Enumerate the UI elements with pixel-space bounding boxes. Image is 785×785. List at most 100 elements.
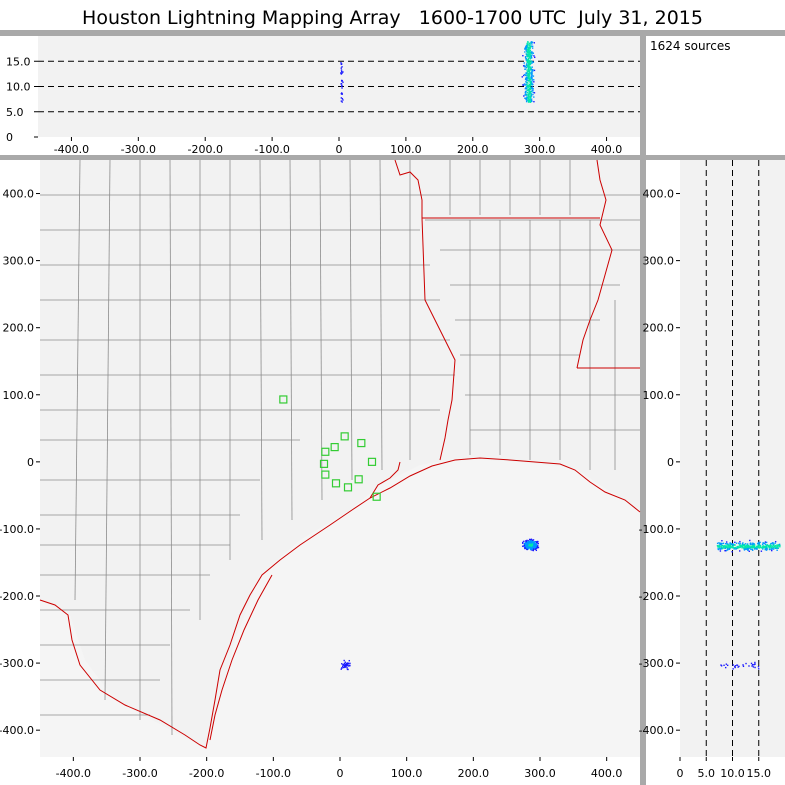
yz-source-point [722, 542, 725, 545]
yz-source-point [738, 546, 741, 549]
map-y-tick-label: -400.0 [0, 724, 34, 737]
xz-x-tick-label: -200.0 [187, 143, 222, 156]
xz-source-point [528, 50, 531, 52]
yz-source-point [739, 542, 741, 545]
yz-source-point [779, 545, 781, 547]
mississippi-river [576, 159, 613, 369]
xz-source-point [529, 47, 531, 50]
xz-source-point [341, 84, 343, 87]
map-source-point [531, 547, 533, 549]
xz-source-point [530, 67, 532, 70]
xz-source-point [527, 41, 529, 43]
chart-title: Houston Lightning Mapping Array 1600-170… [82, 7, 703, 29]
xz-x-tick-label: 100.0 [390, 143, 422, 156]
yz-x-tick-label: 15.0 [747, 767, 772, 780]
yz-source-point [749, 542, 751, 545]
yz-source-point [746, 549, 749, 551]
xz-source-point [528, 101, 530, 103]
yz-source-point [751, 663, 754, 666]
map-source-point [342, 663, 344, 666]
yz-source-point [737, 542, 740, 544]
yz-source-point [735, 542, 738, 544]
yz-source-point [770, 546, 773, 549]
map-source-point [529, 542, 532, 544]
map-source-point [525, 545, 527, 547]
xz-source-point [342, 99, 344, 101]
map-source-point [531, 539, 534, 541]
yz-source-point [757, 545, 759, 548]
xz-source-point [533, 69, 536, 72]
xz-source-point [533, 42, 536, 44]
yz-source-point [727, 549, 729, 551]
xz-source-point [531, 45, 534, 48]
xz-source-point [531, 83, 533, 85]
xz-source-point [525, 59, 528, 61]
yz-source-point [772, 548, 775, 550]
xz-source-point [527, 54, 529, 56]
map-source-point [345, 665, 347, 667]
xz-source-point [531, 43, 533, 45]
yz-plot-area [680, 160, 785, 757]
yz-source-point [744, 545, 746, 547]
xz-source-point [529, 63, 531, 66]
state-and-coast-lines [39, 159, 641, 749]
yz-source-point [717, 548, 720, 551]
xz-source-point [529, 97, 531, 99]
county-lines [40, 159, 640, 736]
xz-source-point [525, 50, 528, 52]
map-source-point [537, 547, 539, 549]
xz-source-point [526, 99, 528, 101]
xz-source-point [531, 62, 533, 64]
yz-source-point [749, 543, 752, 546]
lma-station-marker [331, 479, 341, 488]
map-source-point [348, 664, 351, 667]
xz-source-point [530, 42, 533, 44]
xz-source-point [523, 83, 526, 85]
yz-source-point [722, 547, 724, 549]
yz-source-point [736, 547, 739, 549]
map-source-point [537, 542, 539, 545]
xz-source-point [529, 66, 532, 68]
xz-source-point [525, 66, 527, 68]
xz-source-point [529, 81, 532, 84]
xz-x-tick-label: -400.0 [54, 143, 89, 156]
xz-source-point [530, 51, 532, 54]
xz-source-point [527, 50, 529, 52]
yz-source-point [751, 546, 753, 549]
xz-source-point [526, 64, 528, 67]
lma-station-marker [357, 438, 366, 448]
map-source-point [535, 549, 538, 552]
yz-source-point [778, 543, 781, 546]
yz-source-point [722, 544, 724, 547]
yz-source-point [746, 545, 749, 547]
map-panel: 400.0 300.0 200.0 100.0 0 -100.0 -200.0 -300.0 -… [0, 188, 622, 780]
xz-source-point [530, 94, 532, 96]
yz-source-point [754, 666, 756, 669]
yz-source-point [721, 544, 723, 547]
yz-source-point [765, 541, 768, 544]
xz-source-point [530, 83, 532, 85]
yz-source-point [720, 664, 722, 666]
xz-source-point [524, 51, 526, 53]
xz-source-point [527, 53, 529, 55]
map-x-axis-area [40, 757, 640, 785]
map-source-point [525, 541, 527, 543]
xz-source-point [526, 54, 528, 56]
xz-source-point [529, 42, 532, 44]
map-source-point [346, 667, 348, 669]
xz-source-point [340, 69, 343, 71]
xz-source-point [341, 87, 343, 89]
xz-source-point [527, 80, 529, 82]
xz-source-point [341, 80, 343, 82]
xz-source-point [522, 54, 524, 57]
yz-source-point [753, 548, 756, 550]
xz-source-point [340, 100, 343, 102]
map-source-point [529, 541, 531, 543]
xz-source-point [529, 49, 532, 52]
yz-source-point [762, 547, 764, 549]
yz-source-point [752, 666, 755, 668]
map-source-point [531, 545, 533, 548]
xz-source-point [525, 78, 527, 80]
map-source-point [536, 546, 539, 548]
